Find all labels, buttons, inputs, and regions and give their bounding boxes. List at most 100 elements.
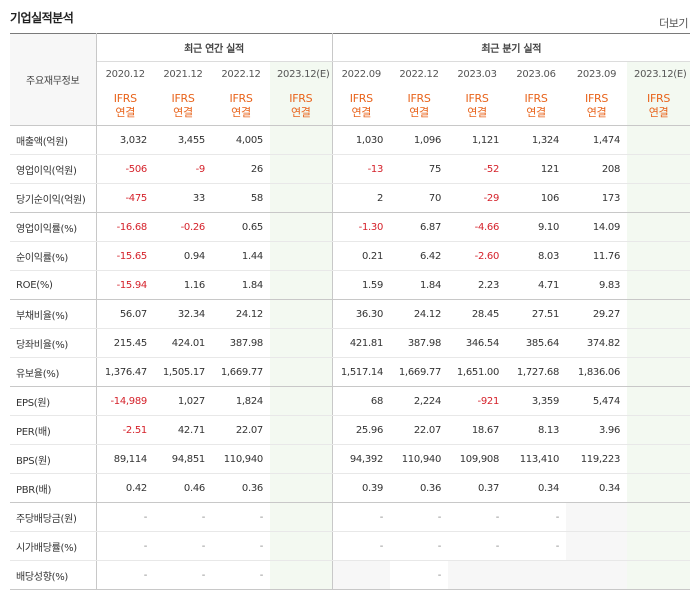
table-cell: 1,505.17	[154, 357, 212, 387]
table-cell: 36.30	[332, 299, 391, 329]
period-header: 2021.12	[163, 69, 203, 81]
table-row: BPS(원) 89,114 94,851 110,940 94,392 110,940 10…	[10, 444, 691, 474]
ifrs-label: IFRS	[349, 92, 373, 106]
accounting-basis-cell: IFRS 연결	[506, 87, 567, 126]
table-cell: 68	[332, 386, 391, 416]
period-header: 2023.12(E)	[627, 61, 691, 88]
table-cell: 173	[566, 183, 628, 213]
table-cell: -	[390, 531, 449, 561]
consolidated-label: 연결	[290, 106, 311, 120]
table-cell: 1,669.77	[212, 357, 270, 387]
accounting-basis-cell: IFRS 연결	[96, 87, 154, 126]
table-cell	[627, 270, 691, 300]
table-cell: -9	[154, 154, 212, 184]
table-row: 영업이익률(%) -16.68 -0.26 0.65 -1.30 6.87 -4.66 9.1…	[10, 212, 691, 242]
table-cell: 11.76	[566, 241, 628, 271]
table-cell: 0.21	[332, 241, 391, 271]
consolidated-label: 연결	[115, 106, 136, 120]
table-cell: 1,376.47	[96, 357, 154, 387]
table-cell: 70	[390, 183, 449, 213]
table-cell: 25.96	[332, 415, 391, 445]
section-header: 기업실적분석 더보기	[0, 0, 700, 34]
table-cell: 3,359	[506, 386, 567, 416]
table-cell	[270, 270, 333, 300]
period-header: 2022.12	[221, 69, 261, 81]
table-cell	[566, 531, 628, 561]
table-cell: 94,851	[154, 444, 212, 474]
table-cell	[627, 154, 691, 184]
table-cell	[627, 386, 691, 416]
table-cell: 1.44	[212, 241, 270, 271]
table-row: 시가배당률(%) - - - - - - -	[10, 531, 691, 561]
table-cell: 1,324	[506, 125, 567, 155]
table-cell: 1,836.06	[566, 357, 628, 387]
row-label: 배당성향(%)	[10, 560, 97, 590]
table-cell: -475	[96, 183, 154, 213]
table-cell: 424.01	[154, 328, 212, 358]
table-cell	[448, 560, 507, 590]
ifrs-label: IFRS	[524, 92, 548, 106]
table-row: ROE(%) -15.94 1.16 1.84 1.59 1.84 2.23 4.71 9.83	[10, 270, 691, 300]
table-cell	[270, 154, 333, 184]
table-cell: 0.34	[566, 473, 628, 503]
table-cell: 22.07	[212, 415, 270, 445]
period-header: 2023.06	[516, 69, 556, 81]
ifrs-label: IFRS	[171, 92, 195, 106]
table-cell	[506, 560, 567, 590]
period-header: 2022.09	[341, 69, 382, 81]
table-cell: 2	[332, 183, 391, 213]
period-header: 2022.12	[399, 69, 439, 81]
table-cell	[270, 241, 333, 271]
table-cell	[270, 502, 333, 532]
consolidated-label: 연결	[648, 106, 669, 120]
consolidated-label: 연결	[467, 106, 487, 120]
table-cell: 110,940	[390, 444, 449, 474]
accounting-basis-cell: IFRS 연결	[332, 87, 391, 126]
accounting-basis-cell: IFRS 연결	[270, 87, 333, 126]
table-cell: 387.98	[390, 328, 449, 358]
table-cell: 14.09	[566, 212, 628, 242]
table-cell: -15.94	[96, 270, 154, 300]
table-cell: 387.98	[212, 328, 270, 358]
table-cell: 28.45	[448, 299, 507, 329]
table-cell: 33	[154, 183, 212, 213]
table-cell: -	[390, 502, 449, 532]
table-cell	[270, 125, 333, 155]
table-cell: -2.60	[448, 241, 507, 271]
table-cell: 1.59	[332, 270, 391, 300]
table-cell: -2.51	[96, 415, 154, 445]
table-cell: 1.84	[212, 270, 270, 300]
table-cell: 0.94	[154, 241, 212, 271]
table-cell: -13	[332, 154, 391, 184]
row-label: PBR(배)	[10, 473, 97, 503]
ifrs-label: IFRS	[407, 92, 431, 106]
row-label: 주당배당금(원)	[10, 502, 97, 532]
table-cell: -1.30	[332, 212, 391, 242]
more-link[interactable]: 더보기	[659, 17, 688, 30]
row-label: 영업이익률(%)	[10, 212, 97, 242]
table-cell: 4.71	[506, 270, 567, 300]
table-cell: 42.71	[154, 415, 212, 445]
table-cell	[627, 125, 691, 155]
consolidated-label: 연결	[526, 106, 546, 120]
row-label: 시가배당률(%)	[10, 531, 97, 561]
table-cell: 8.03	[506, 241, 567, 271]
ifrs-label: IFRS	[647, 92, 671, 106]
table-cell: 110,940	[212, 444, 270, 474]
table-cell	[627, 531, 691, 561]
table-cell	[270, 531, 333, 561]
corner-header: 주요재무정보	[10, 33, 97, 126]
table-cell: 0.39	[332, 473, 391, 503]
table-cell: 9.10	[506, 212, 567, 242]
table-row: 당기순이익(억원) -475 33 58 2 70 -29 106 173	[10, 183, 691, 213]
table-cell: -15.65	[96, 241, 154, 271]
table-cell: -29	[448, 183, 507, 213]
table-cell: -	[332, 502, 391, 532]
table-cell	[627, 473, 691, 503]
ifrs-label: IFRS	[465, 92, 489, 106]
table-cell: -	[212, 560, 270, 590]
table-cell: 119,223	[566, 444, 628, 474]
table-cell	[270, 212, 333, 242]
table-cell: -	[96, 502, 154, 532]
table-cell: 8.13	[506, 415, 567, 445]
